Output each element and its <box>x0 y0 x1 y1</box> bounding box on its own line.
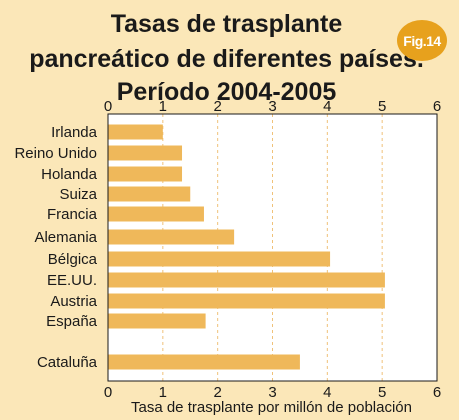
x-tick-label-top: 2 <box>213 98 221 115</box>
bar <box>108 166 183 182</box>
category-label: Cataluña <box>37 354 98 371</box>
bar <box>108 124 163 140</box>
category-label: Irlanda <box>51 124 98 141</box>
x-tick-label-bottom: 3 <box>268 384 276 401</box>
x-tick-label-bottom: 2 <box>213 384 221 401</box>
x-tick-label-bottom: 1 <box>159 384 167 401</box>
x-tick-label-bottom: 6 <box>433 384 441 401</box>
chart-title-line-1: Tasas de trasplante <box>110 10 343 38</box>
chart-title-line-3: Período 2004-2005 <box>116 78 337 106</box>
bar <box>108 354 300 370</box>
bar <box>108 293 385 309</box>
x-tick-label-bottom: 4 <box>323 384 331 401</box>
bar <box>108 229 235 245</box>
bar <box>108 145 183 161</box>
category-label: Alemania <box>34 229 97 246</box>
chart-title-line-2: pancreático de diferentes países. <box>29 45 424 73</box>
category-label: Francia <box>47 206 98 223</box>
category-label: EE.UU. <box>47 272 97 289</box>
x-tick-label-top: 1 <box>159 98 167 115</box>
x-tick-label-top: 4 <box>323 98 331 115</box>
x-tick-label-top: 0 <box>104 98 112 115</box>
bar <box>108 272 385 288</box>
bar <box>108 251 331 267</box>
category-label: Reino Unido <box>14 145 97 162</box>
x-tick-label-bottom: 5 <box>378 384 386 401</box>
bar <box>108 313 206 329</box>
x-tick-label-top: 5 <box>378 98 386 115</box>
category-label: Holanda <box>41 166 98 183</box>
bar <box>108 206 204 222</box>
x-axis-label: Tasa de trasplante por millón de poblaci… <box>131 399 412 416</box>
x-tick-label-bottom: 0 <box>104 384 112 401</box>
x-tick-label-top: 3 <box>268 98 276 115</box>
category-label: España <box>46 313 98 330</box>
figure-badge: Fig.14 <box>397 20 447 61</box>
bar <box>108 186 191 202</box>
category-label: Bélgica <box>48 251 98 268</box>
category-label: Suiza <box>59 186 97 203</box>
category-label: Austria <box>50 293 97 310</box>
x-tick-label-top: 6 <box>433 98 441 115</box>
plot-border <box>107 113 438 382</box>
